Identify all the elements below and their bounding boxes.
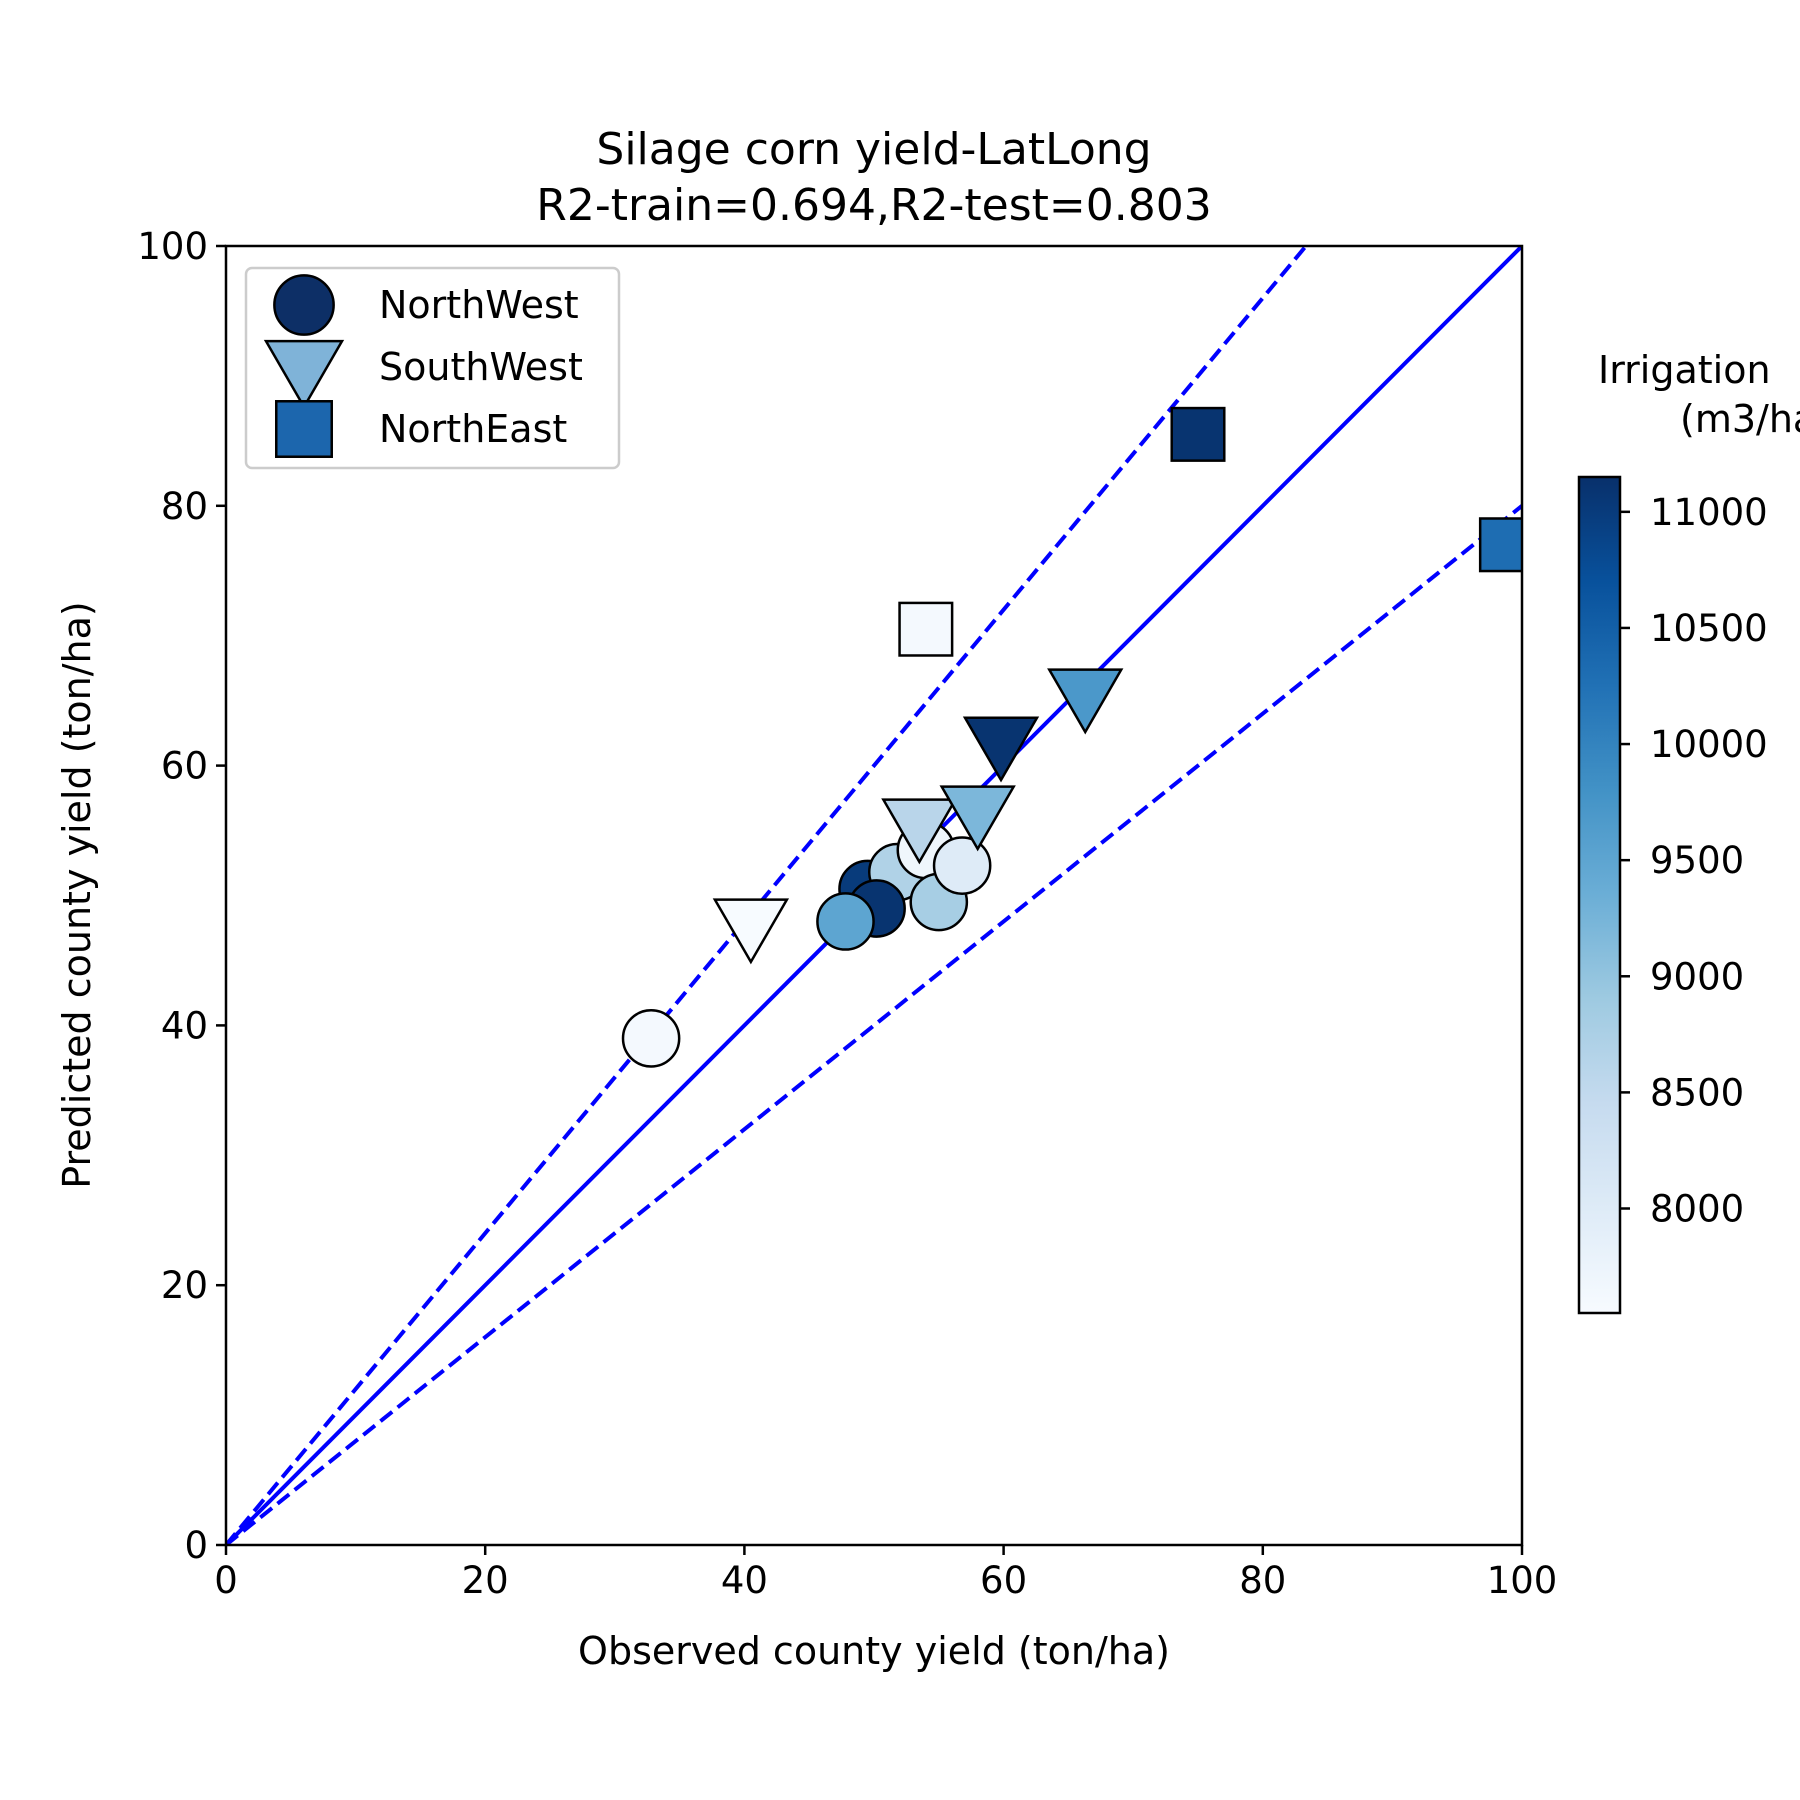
colorbar-tick-label-0: 8000 bbox=[1650, 1188, 1744, 1231]
y-tick-label-5: 100 bbox=[137, 225, 208, 268]
northwest-circle-point-0 bbox=[621, 1009, 681, 1068]
colorbar-tick-label-1: 8500 bbox=[1650, 1071, 1744, 1114]
southwest-triangle-down-point-2 bbox=[939, 785, 1016, 852]
southwest-triangle-down-point-3 bbox=[962, 716, 1040, 783]
colorbar-tick-label-6: 11000 bbox=[1650, 491, 1768, 534]
chart-subtitle: R2-train=0.694,R2-test=0.803 bbox=[536, 180, 1211, 231]
southwest-triangle-down-point-1 bbox=[881, 798, 958, 865]
x-tick-label-3: 60 bbox=[980, 1559, 1027, 1602]
x-tick-label-1: 20 bbox=[462, 1559, 509, 1602]
legend-box bbox=[244, 266, 621, 470]
northeast-square-point-1 bbox=[1170, 406, 1226, 462]
colorbar: Irrigation (m3/ha 8000 8500 9000 9500 10000 1… bbox=[1577, 348, 1800, 1315]
colorbar-title: Irrigation bbox=[1598, 348, 1771, 392]
legend-marker-southwest bbox=[263, 339, 345, 410]
data-points bbox=[621, 406, 1522, 1068]
legend: NorthWest SouthWest NorthEast bbox=[244, 266, 621, 470]
southwest-triangle-down-point-4 bbox=[1047, 668, 1124, 735]
dashed-reference-line-2 bbox=[226, 504, 1522, 1545]
x-axis-label: Observed county yield (ton/ha) bbox=[578, 1629, 1170, 1673]
northeast-square-point-0 bbox=[898, 601, 954, 657]
legend-label-northwest: NorthWest bbox=[379, 283, 579, 327]
x-axis-ticks: 0 20 40 60 80 100 bbox=[214, 1545, 1557, 1602]
y-axis-ticks: 0 20 40 60 80 100 bbox=[137, 225, 226, 1567]
colorbar-tick-label-4: 10000 bbox=[1650, 723, 1768, 766]
x-tick-label-0: 0 bbox=[214, 1559, 238, 1602]
y-tick-label-3: 60 bbox=[161, 745, 208, 788]
x-tick-label-5: 100 bbox=[1487, 1559, 1558, 1602]
southwest-triangle-down-point-0 bbox=[712, 898, 790, 965]
chart-title: Silage corn yield-LatLong bbox=[596, 124, 1151, 175]
colorbar-tick-label-5: 10500 bbox=[1650, 607, 1768, 650]
legend-label-southwest: SouthWest bbox=[379, 345, 583, 389]
northeast-square-point-2 bbox=[1478, 517, 1522, 573]
dashed-reference-line-1 bbox=[226, 246, 1308, 1545]
colorbar-tick-label-2: 9000 bbox=[1650, 955, 1744, 998]
northwest-circle-point-6 bbox=[932, 836, 992, 895]
legend-label-northeast: NorthEast bbox=[379, 407, 567, 451]
y-tick-label-4: 80 bbox=[161, 485, 208, 528]
y-tick-label-0: 0 bbox=[184, 1524, 208, 1567]
northwest-circle-point-7 bbox=[816, 892, 875, 951]
colorbar-title-unit: (m3/ha bbox=[1680, 397, 1800, 441]
colorbar-gradient bbox=[1577, 475, 1622, 1315]
colorbar-ticks: 8000 8500 9000 9500 10000 10500 11000 bbox=[1620, 491, 1768, 1231]
x-tick-label-2: 40 bbox=[721, 1559, 768, 1602]
y-tick-label-2: 40 bbox=[161, 1004, 208, 1047]
y-tick-label-1: 20 bbox=[161, 1264, 208, 1307]
colorbar-tick-label-3: 9500 bbox=[1650, 839, 1744, 882]
y-axis-label: Predicted county yield (ton/ha) bbox=[55, 601, 99, 1188]
x-tick-label-4: 80 bbox=[1239, 1559, 1286, 1602]
legend-marker-northwest bbox=[273, 274, 335, 336]
legend-items: NorthWest SouthWest NorthEast bbox=[263, 274, 583, 458]
plot-frame bbox=[224, 244, 1524, 1547]
legend-marker-northeast bbox=[275, 400, 333, 458]
